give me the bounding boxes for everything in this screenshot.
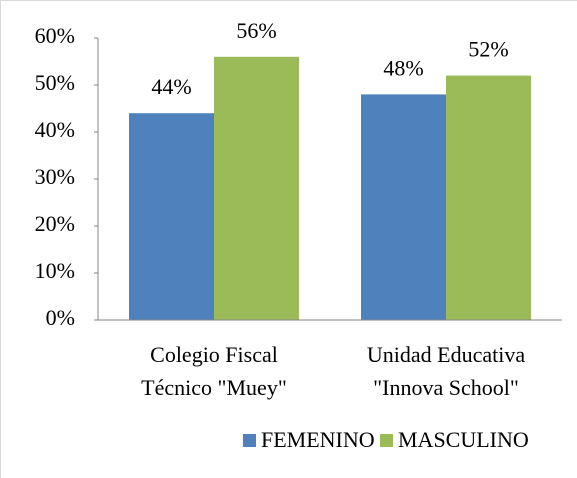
legend-label: FEMENINO xyxy=(261,427,375,452)
x-tick-label: Técnico "Muey" xyxy=(141,375,287,400)
bar xyxy=(446,75,531,320)
y-tick-label: 40% xyxy=(35,117,75,142)
data-label: 56% xyxy=(236,18,276,43)
y-tick-label: 20% xyxy=(35,211,75,236)
bar xyxy=(214,56,299,321)
bar xyxy=(361,94,446,321)
data-label: 44% xyxy=(151,74,191,99)
y-tick-label: 30% xyxy=(35,164,75,189)
legend-label: MASCULINO xyxy=(398,427,529,452)
bar xyxy=(129,113,214,320)
y-tick-label: 50% xyxy=(35,70,75,95)
y-tick-label: 60% xyxy=(35,23,75,48)
x-tick-label: Colegio Fiscal xyxy=(150,342,278,367)
data-label: 52% xyxy=(468,37,508,62)
legend-swatch xyxy=(243,434,256,447)
x-tick-label: Unidad Educativa xyxy=(367,342,525,367)
data-label: 48% xyxy=(383,55,423,80)
legend-swatch xyxy=(380,434,393,447)
x-tick-label: "Innova School" xyxy=(373,375,519,400)
y-tick-label: 0% xyxy=(46,305,75,330)
y-tick-label: 10% xyxy=(35,258,75,283)
